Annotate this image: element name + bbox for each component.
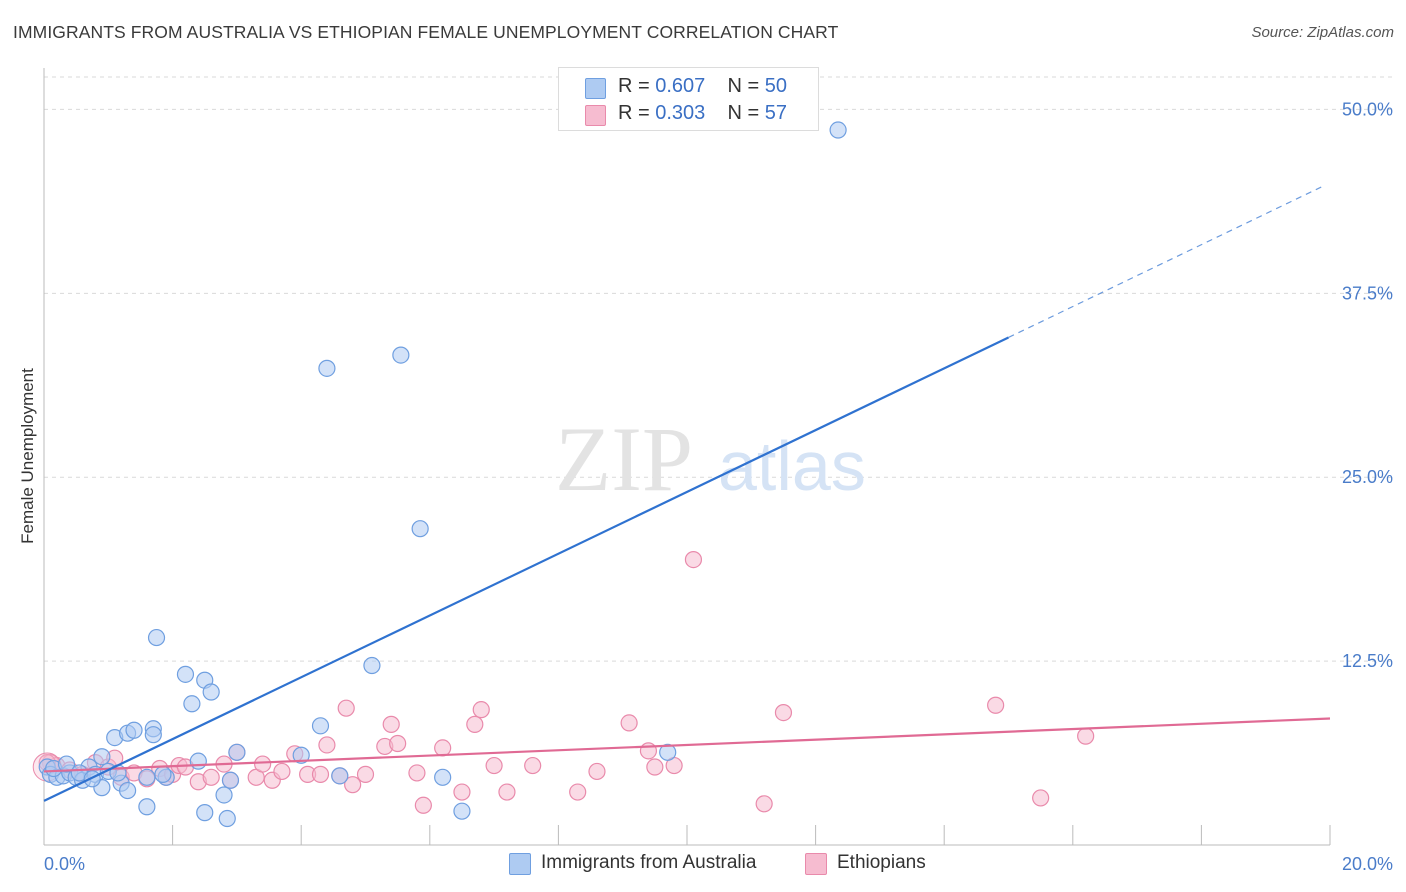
x-tick-label-max: 20.0% [1342, 854, 1393, 874]
data-point [57, 755, 76, 773]
chart-title: IMMIGRANTS FROM AUSTRALIA VS ETHIOPIAN F… [13, 22, 839, 42]
y-axis-label: Female Unemployment [18, 368, 37, 544]
data-point [144, 726, 162, 744]
data-point [344, 776, 362, 794]
data-point [318, 736, 336, 754]
data-point [389, 734, 407, 753]
x-tick-label-min: 0.0% [44, 854, 85, 874]
data-point [1032, 789, 1050, 807]
data-point [196, 804, 214, 822]
series-ethiopians [32, 550, 1095, 814]
data-point [221, 771, 240, 789]
data-point [659, 743, 677, 761]
watermark-zip: ZIP [555, 408, 693, 510]
data-point [392, 346, 410, 364]
data-point [318, 359, 336, 377]
data-point [382, 715, 400, 733]
data-point [408, 764, 426, 782]
data-point [228, 743, 246, 761]
legend-label: Immigrants from Australia [541, 852, 757, 873]
data-point [414, 796, 432, 814]
data-point [588, 762, 606, 781]
data-point [524, 756, 542, 775]
n-label: N = [727, 75, 765, 97]
data-point [189, 752, 207, 770]
n-value: 57 [764, 102, 788, 124]
axes-layer [43, 68, 1330, 846]
trend-lines [43, 185, 1331, 802]
r-label: R = [618, 102, 656, 124]
data-point [829, 121, 847, 139]
r-value: 0.303 [655, 102, 706, 124]
n-label: N = [727, 102, 765, 124]
data-point [176, 665, 195, 683]
stats-box: R = 0.607 N = 50 R = 0.303 N = 57 [558, 67, 819, 131]
data-point [218, 809, 236, 828]
data-point [434, 739, 452, 757]
data-point [646, 758, 664, 776]
data-point [466, 715, 484, 733]
data-point [273, 762, 291, 781]
data-point [147, 628, 166, 647]
y-tick-label: 12.5% [1342, 651, 1393, 671]
trend-line-australia [43, 336, 1009, 802]
data-point [485, 756, 503, 775]
data-point [472, 701, 490, 719]
data-point [363, 656, 381, 675]
data-point [202, 683, 220, 701]
data-point [183, 695, 201, 713]
y-tick-labels: 12.5% 25.0% 37.5% 50.0% [1342, 99, 1393, 671]
data-point [755, 795, 773, 813]
data-point [311, 765, 330, 783]
data-point [620, 714, 638, 732]
data-point [138, 768, 156, 786]
legend-swatch-blue [585, 78, 606, 99]
data-point [1077, 727, 1095, 745]
data-point [311, 717, 330, 735]
y-tick-label: 25.0% [1342, 467, 1393, 487]
n-value: 50 [764, 75, 788, 97]
data-point [453, 802, 471, 820]
data-point [356, 765, 375, 783]
data-point [498, 783, 516, 801]
r-label: R = [618, 75, 656, 97]
legend-label: Ethiopians [837, 852, 926, 873]
source-label: Source: ZipAtlas.com [1251, 24, 1394, 41]
y-tick-label: 37.5% [1342, 283, 1393, 303]
data-point [93, 748, 111, 766]
data-point [118, 781, 137, 800]
data-point [337, 699, 355, 717]
watermark: ZIP atlas [555, 408, 866, 510]
data-point [154, 765, 172, 783]
data-point [411, 520, 429, 538]
trend-line-australia-extension [1008, 185, 1324, 338]
data-point [774, 703, 793, 722]
y-tick-label: 50.0% [1342, 99, 1393, 119]
data-point [987, 696, 1005, 714]
legend-swatch-pink [585, 105, 606, 126]
trend-line-ethiopians [43, 717, 1331, 773]
data-point [434, 768, 452, 786]
data-point [569, 783, 587, 801]
data-point [684, 550, 703, 569]
r-value: 0.607 [655, 75, 706, 97]
data-point [215, 786, 233, 804]
data-point [292, 746, 310, 764]
legend-swatch-blue [509, 853, 531, 875]
data-point [125, 721, 143, 739]
data-point [331, 767, 349, 785]
data-point [138, 798, 156, 816]
data-point [254, 755, 272, 773]
data-point [202, 768, 220, 786]
legend-swatch-pink [805, 853, 827, 875]
data-point [453, 783, 471, 801]
